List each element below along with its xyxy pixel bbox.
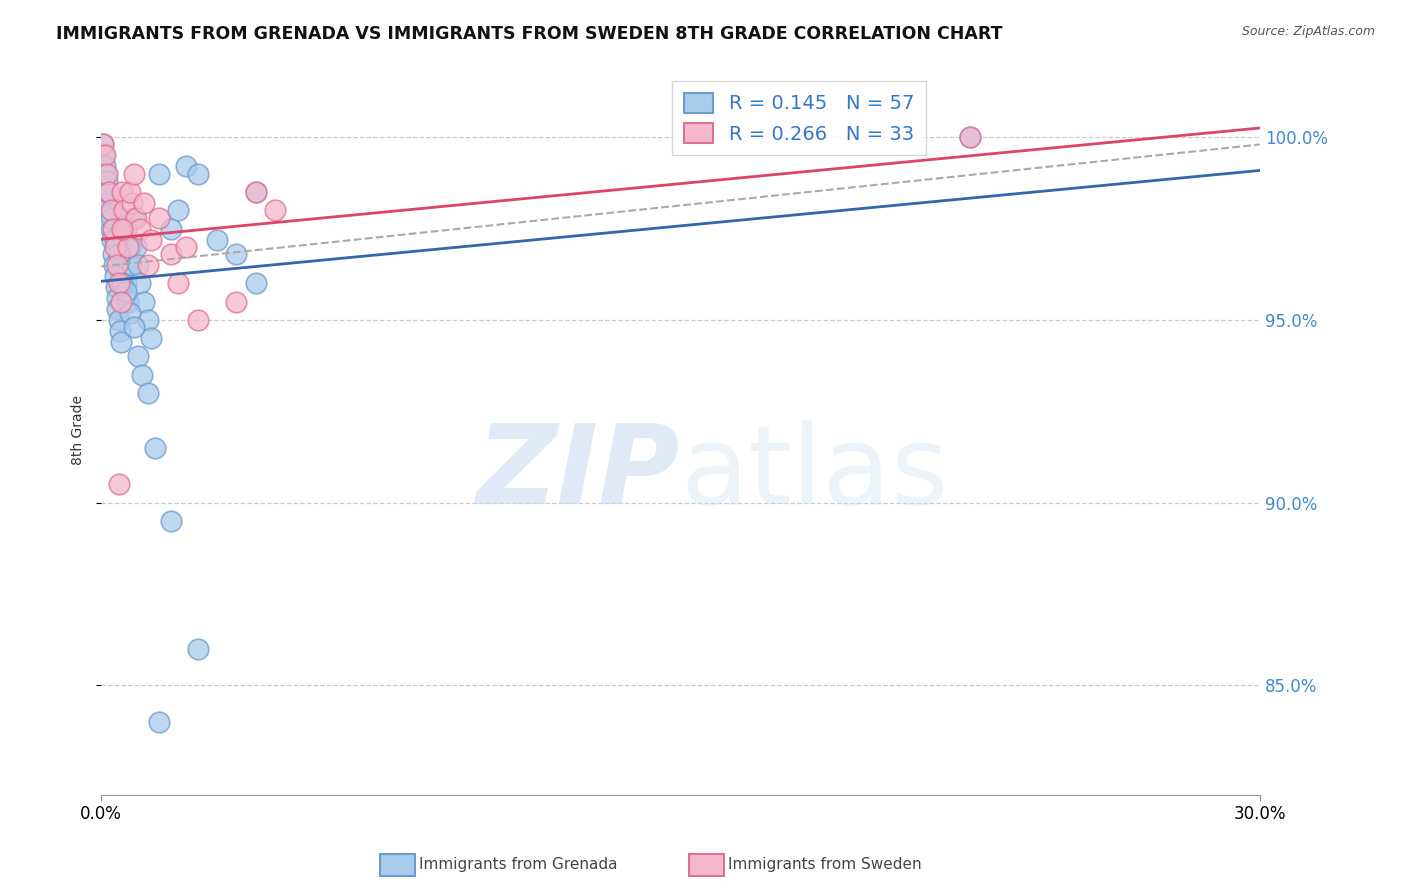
Point (120, 305, 142, 319)
Point (245, 277, 267, 291)
Point (136, 386, 159, 401)
Point (107, 301, 129, 316)
Point (107, 277, 129, 291)
Y-axis label: 8th Grade: 8th Grade (72, 394, 86, 465)
Point (959, 130, 981, 145)
Point (959, 130, 981, 145)
Point (187, 167, 209, 181)
Point (103, 258, 125, 272)
Text: ZIP: ZIP (477, 420, 681, 527)
Point (104, 240, 127, 254)
Point (122, 320, 145, 334)
Point (107, 477, 129, 491)
Point (225, 247, 247, 261)
Point (117, 240, 139, 254)
Text: Immigrants from Grenada: Immigrants from Grenada (419, 857, 617, 872)
Point (122, 167, 145, 181)
Point (104, 232, 127, 246)
Point (120, 240, 142, 254)
Point (121, 196, 143, 211)
Point (115, 284, 138, 298)
Point (110, 334, 132, 349)
Point (148, 167, 170, 181)
Point (245, 185, 267, 199)
Point (127, 258, 149, 272)
Point (225, 294, 247, 309)
Point (100, 211, 122, 225)
Point (121, 258, 143, 272)
Point (174, 240, 197, 254)
Point (112, 232, 135, 246)
Point (112, 203, 135, 218)
Point (101, 221, 124, 235)
Point (110, 294, 132, 309)
Point (245, 185, 267, 199)
Point (122, 211, 145, 225)
Point (101, 247, 124, 261)
Point (97, 196, 120, 211)
Point (141, 232, 163, 246)
Point (205, 232, 228, 246)
Point (159, 247, 181, 261)
Point (98, 207, 121, 221)
Point (91, 137, 114, 152)
Point (128, 221, 150, 235)
Text: IMMIGRANTS FROM GRENADA VS IMMIGRANTS FROM SWEDEN 8TH GRADE CORRELATION CHART: IMMIGRANTS FROM GRENADA VS IMMIGRANTS FR… (56, 25, 1002, 43)
Point (91, 137, 114, 152)
Point (125, 211, 148, 225)
Point (104, 280, 127, 294)
Point (167, 277, 190, 291)
Point (132, 196, 155, 211)
Point (105, 258, 128, 272)
Point (115, 221, 138, 235)
Point (104, 268, 127, 283)
Point (94, 160, 117, 174)
Point (101, 232, 124, 246)
Point (94, 167, 117, 181)
Point (132, 294, 155, 309)
Point (108, 324, 131, 338)
Point (136, 258, 159, 272)
Point (93, 148, 115, 162)
Text: Immigrants from Sweden: Immigrants from Sweden (728, 857, 922, 872)
Point (148, 211, 170, 225)
Point (111, 221, 134, 235)
Point (96, 174, 118, 188)
Point (264, 203, 287, 218)
Point (105, 291, 128, 305)
Point (97, 185, 120, 199)
Point (111, 277, 134, 291)
Point (187, 313, 209, 327)
Point (96, 185, 118, 199)
Point (107, 313, 129, 327)
Point (128, 277, 150, 291)
Legend: R = 0.145   N = 57, R = 0.266   N = 33: R = 0.145 N = 57, R = 0.266 N = 33 (672, 81, 925, 155)
Point (96, 167, 118, 181)
Point (159, 514, 181, 528)
Point (159, 221, 181, 235)
Point (97, 185, 120, 199)
Point (115, 277, 138, 291)
Point (187, 641, 209, 656)
Point (100, 203, 122, 218)
Point (148, 714, 170, 729)
Point (136, 313, 159, 327)
Point (131, 368, 153, 382)
Point (120, 185, 142, 199)
Point (141, 331, 163, 345)
Point (174, 160, 197, 174)
Point (94, 148, 117, 162)
Point (107, 247, 129, 261)
Text: atlas: atlas (681, 420, 949, 527)
Point (125, 240, 148, 254)
Point (100, 221, 122, 235)
Point (143, 441, 166, 455)
Text: Source: ZipAtlas.com: Source: ZipAtlas.com (1241, 25, 1375, 38)
Point (167, 203, 190, 218)
Point (127, 350, 149, 364)
Point (111, 211, 134, 225)
Point (117, 294, 139, 309)
Point (111, 185, 134, 199)
